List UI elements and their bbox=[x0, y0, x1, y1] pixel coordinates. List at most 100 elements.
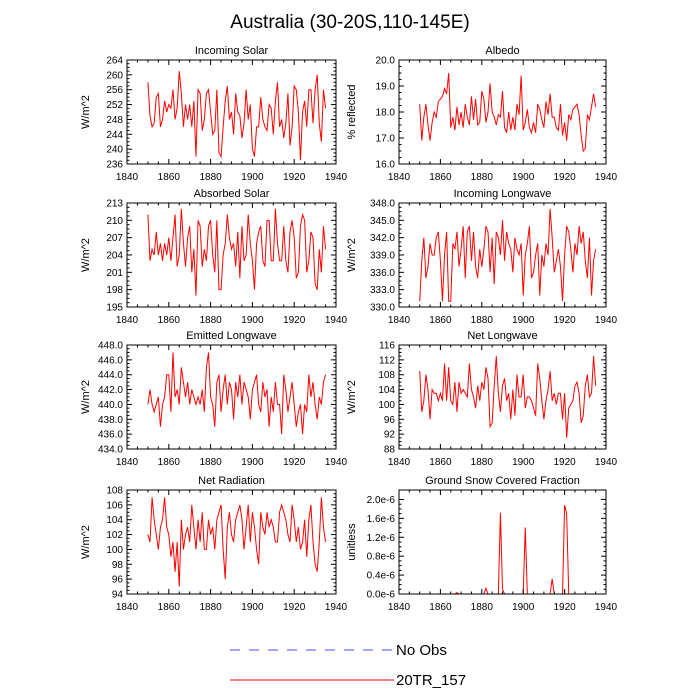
x-tick-label: 1900 bbox=[512, 457, 535, 468]
y-tick-label: 112 bbox=[379, 355, 395, 366]
x-tick-label: 1840 bbox=[116, 315, 139, 326]
x-tick-label: 1920 bbox=[283, 172, 306, 183]
main-title: Australia (30-20S,110-145E) bbox=[230, 12, 469, 33]
y-tick-label: 330.0 bbox=[370, 303, 395, 314]
panel-title: Emitted Longwave bbox=[186, 330, 277, 342]
panel-absorbed-solar: 1840 1860 1880 1900 1920 1940 195 198 201 204 207 2… bbox=[80, 188, 348, 326]
plot-frame bbox=[398, 202, 607, 308]
y-tick-label: 100 bbox=[378, 400, 395, 411]
y-tick-label: 236 bbox=[106, 160, 123, 171]
y-axis-label: % reflected bbox=[346, 84, 358, 139]
y-tick-label: 1.6e-6 bbox=[367, 514, 396, 525]
y-tick-label: 104 bbox=[106, 515, 123, 526]
x-tick-label: 1840 bbox=[388, 315, 411, 326]
panel-title: Absorbed Solar bbox=[194, 188, 270, 200]
y-tick-label: 108 bbox=[378, 370, 395, 381]
x-tick-label: 1860 bbox=[158, 315, 181, 326]
y-tick-label: 345.0 bbox=[370, 216, 395, 227]
y-tick-label: 16.0 bbox=[376, 160, 396, 171]
x-tick-label: 1920 bbox=[553, 457, 576, 468]
y-tick-label: 18.0 bbox=[376, 108, 396, 119]
y-tick-label: 20.0 bbox=[376, 56, 396, 67]
y-tick-label: 108 bbox=[106, 486, 123, 497]
x-tick-label: 1920 bbox=[283, 457, 306, 468]
x-tick-label: 1940 bbox=[325, 457, 348, 468]
x-tick-label: 1900 bbox=[512, 172, 535, 183]
x-tick-label: 1920 bbox=[553, 315, 576, 326]
y-axis-label: W/m^2 bbox=[346, 238, 358, 272]
x-tick-label: 1940 bbox=[325, 602, 348, 613]
plot-frame bbox=[126, 489, 337, 595]
y-tick-label: 201 bbox=[106, 268, 123, 279]
x-tick-label: 1940 bbox=[595, 172, 618, 183]
panel-net-longwave: 1840 1860 1880 1900 1920 1940 88 92 96 100 104 108 1… bbox=[346, 330, 618, 468]
x-tick-label: 1940 bbox=[595, 602, 618, 613]
y-tick-label: 434.0 bbox=[98, 445, 123, 456]
x-tick-label: 1840 bbox=[116, 457, 139, 468]
y-tick-label: 0.4e-6 bbox=[367, 571, 396, 582]
x-tick-label: 1880 bbox=[471, 172, 494, 183]
x-tick-label: 1940 bbox=[595, 315, 618, 326]
y-tick-label: 440.0 bbox=[98, 400, 123, 411]
panel-incoming-solar: 1840 1860 1880 1900 1920 1940 236 240 244 248 252 2… bbox=[80, 45, 348, 183]
y-tick-label: 348.0 bbox=[370, 199, 395, 210]
x-tick-label: 1860 bbox=[429, 457, 452, 468]
y-tick-label: 256 bbox=[106, 85, 123, 96]
panel-title: Incoming Longwave bbox=[454, 188, 552, 200]
x-tick-label: 1900 bbox=[241, 172, 264, 183]
panel-net-radiation: 1840 1860 1880 1900 1920 1940 94 96 98 100 102 104 1… bbox=[80, 475, 348, 613]
panel-incoming-longwave: 1840 1860 1880 1900 1920 1940 330.0 333.0 336.0 3… bbox=[346, 188, 618, 326]
x-tick-label: 1860 bbox=[429, 172, 452, 183]
panel-title: Net Longwave bbox=[467, 330, 537, 342]
legend: No Obs 20TR_157 bbox=[230, 642, 466, 689]
panel-title: Incoming Solar bbox=[195, 45, 269, 57]
y-tick-label: 213 bbox=[106, 199, 123, 210]
y-tick-label: 106 bbox=[106, 500, 123, 511]
y-axis-label: W/m^2 bbox=[346, 380, 358, 414]
y-tick-label: 248 bbox=[106, 115, 123, 126]
y-tick-label: 210 bbox=[106, 216, 123, 227]
panel-emitted-longwave: 1840 1860 1880 1900 1920 1940 434.0 436.0 438.0 4… bbox=[80, 330, 348, 468]
y-axis-label: W/m^2 bbox=[80, 95, 92, 129]
y-tick-label: 0.8e-6 bbox=[367, 552, 396, 563]
y-tick-label: 204 bbox=[106, 251, 123, 262]
x-tick-label: 1840 bbox=[388, 602, 411, 613]
x-tick-label: 1840 bbox=[388, 172, 411, 183]
series-line-20tr-157 bbox=[419, 505, 596, 595]
x-tick-label: 1880 bbox=[471, 457, 494, 468]
y-axis-label: W/m^2 bbox=[80, 238, 92, 272]
series-line-20tr-157 bbox=[147, 352, 327, 435]
y-tick-label: 252 bbox=[106, 100, 123, 111]
y-tick-label: 2.0e-6 bbox=[367, 495, 396, 506]
x-tick-label: 1900 bbox=[512, 315, 535, 326]
y-tick-label: 92 bbox=[384, 430, 396, 441]
series-line-20tr-157 bbox=[147, 71, 327, 161]
x-tick-label: 1900 bbox=[241, 315, 264, 326]
legend-label-no-obs: No Obs bbox=[396, 642, 447, 659]
x-tick-label: 1860 bbox=[158, 172, 181, 183]
y-tick-label: 244 bbox=[106, 130, 123, 141]
plot-frame bbox=[398, 59, 607, 165]
y-tick-label: 342.0 bbox=[370, 233, 395, 244]
y-tick-label: 19.0 bbox=[376, 82, 396, 93]
x-tick-label: 1920 bbox=[283, 315, 306, 326]
y-tick-label: 116 bbox=[379, 341, 395, 352]
y-tick-label: 207 bbox=[106, 233, 123, 244]
panel-ground-snow-covered-fraction: 1840 1860 1880 1900 1920 1940 0.0e-6 0.4e-6 0.8e… bbox=[346, 475, 618, 613]
y-axis-label: W/m^2 bbox=[80, 525, 92, 559]
x-tick-label: 1940 bbox=[595, 457, 618, 468]
y-tick-label: 100 bbox=[106, 545, 123, 556]
y-tick-label: 96 bbox=[384, 415, 396, 426]
panel-title: Net Radiation bbox=[198, 475, 265, 487]
y-tick-label: 198 bbox=[106, 285, 123, 296]
x-tick-label: 1860 bbox=[158, 457, 181, 468]
y-tick-label: 260 bbox=[106, 70, 123, 81]
y-tick-label: 240 bbox=[106, 145, 123, 156]
x-tick-label: 1920 bbox=[283, 602, 306, 613]
plot-frame bbox=[398, 344, 607, 450]
y-tick-label: 1.2e-6 bbox=[367, 533, 396, 544]
x-tick-label: 1880 bbox=[471, 602, 494, 613]
y-tick-label: 264 bbox=[106, 56, 123, 67]
y-tick-label: 195 bbox=[106, 303, 123, 314]
panel-title: Ground Snow Covered Fraction bbox=[425, 475, 580, 487]
